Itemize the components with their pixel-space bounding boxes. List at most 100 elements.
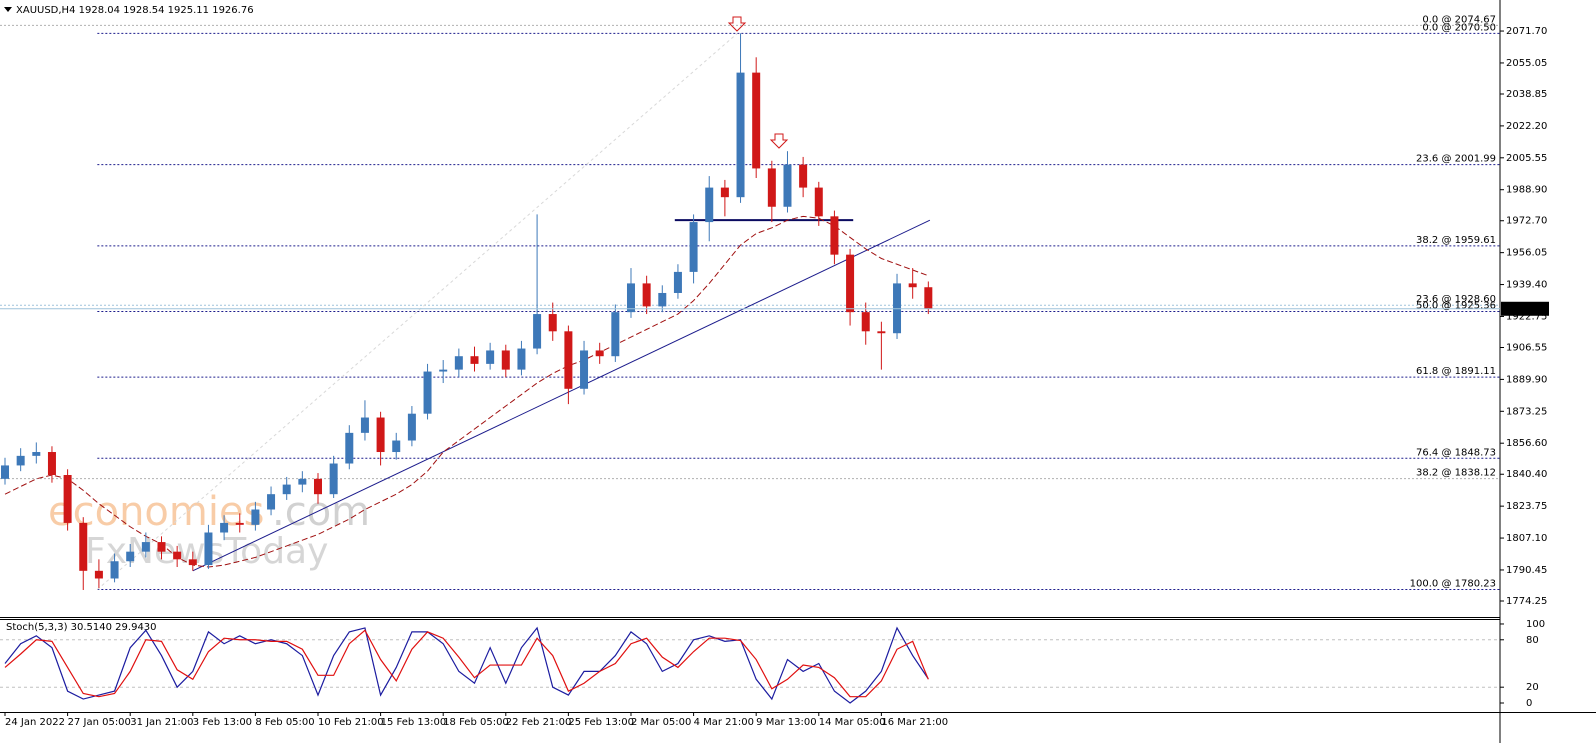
fib-label: 76.4 @ 1848.73 [1416,447,1496,458]
y-tick-label: 1774.25 [1506,596,1547,607]
x-tick-label: 3 Feb 13:00 [193,717,252,728]
candle-body [392,440,401,453]
candle-body [908,283,917,288]
current-price-label: 1926.76 [1506,304,1547,315]
chart-title: XAUUSD,H4 1928.04 1928.54 1925.11 1926.7… [16,5,254,16]
fib-label: 23.6 @ 2001.99 [1416,154,1496,165]
y-tick-label: 1823.75 [1506,501,1547,512]
candle-body [298,478,307,485]
osc-y-tick-label: 0 [1526,698,1532,709]
candle-body [204,532,213,566]
candle-body [251,509,260,525]
candle-body [783,164,792,207]
candle-body [689,222,698,272]
candle-body [16,455,25,466]
watermark: economies .com FxNewsToday [48,489,370,572]
candle-body [47,452,56,476]
y-tick-label: 1889.90 [1506,374,1547,385]
candle-body [752,72,761,169]
candle-body [720,187,729,198]
y-tick-label: 1790.45 [1506,565,1547,576]
candle-body [94,570,103,579]
y-tick-label: 1856.60 [1506,438,1547,449]
y-tick-label: 1906.55 [1506,342,1547,353]
fib-label: 38.2 @ 1838.12 [1416,468,1496,479]
fib-label: 0.0 @ 2074.67 [1422,14,1496,25]
osc-line [4,626,929,704]
x-tick-label: 9 Mar 13:00 [756,717,816,728]
candle-body [658,292,667,307]
candle-body [533,314,542,349]
y-tick-label: 1939.40 [1506,280,1547,291]
candle-body [423,371,432,414]
candle-body [63,475,72,523]
x-tick-label: 24 Jan 2022 [5,717,65,728]
candle-body [188,559,197,566]
candle-body [564,331,573,389]
watermark-text: .com [272,489,370,535]
candle-body [439,369,448,372]
fib-label: 0.0 @ 2070.50 [1422,22,1496,33]
y-tick-label: 2022.20 [1506,121,1547,132]
candle-body [220,522,229,533]
x-tick-label: 8 Feb 05:00 [255,717,314,728]
y-tick-label: 2005.55 [1506,153,1547,164]
fib-label: 23.6 @ 1928.60 [1416,294,1496,305]
osc-y-tick-label: 20 [1526,682,1539,693]
candle-body [376,417,385,453]
candle-body [1,465,10,479]
candle-body [642,283,651,307]
candle-body [611,312,620,357]
osc-y-tick-label: 100 [1526,619,1545,630]
x-tick-label: 4 Mar 21:00 [694,717,754,728]
candle-body [454,356,463,370]
x-tick-label: 15 Feb 13:00 [381,717,447,728]
arrow-marker [727,16,747,32]
candle-body [517,348,526,370]
y-tick-label: 1972.70 [1506,216,1547,227]
candle-body [736,72,745,198]
candle-body [861,312,870,332]
y-tick-label: 1873.25 [1506,406,1547,417]
moving-average [4,215,929,568]
arrow-marker [769,133,789,149]
menu-icon [4,7,12,12]
candle-body [235,522,244,525]
candle-body [877,331,886,334]
fib-label: 50.0 @ 1925.36 [1416,300,1496,311]
candle-body [846,254,855,313]
candle-body [126,551,135,562]
y-tick-label: 1922.75 [1506,311,1547,322]
candle-body [110,561,119,579]
x-tick-label: 25 Feb 13:00 [568,717,634,728]
candle-body [548,314,557,332]
candle-body [79,522,88,571]
y-tick-label: 2071.70 [1506,26,1547,37]
osc-line [4,629,929,698]
fib-label: 100.0 @ 1780.23 [1410,579,1496,590]
candle-body [282,484,291,495]
y-tick-label: 1840.40 [1506,469,1547,480]
candle-body [470,356,479,364]
candle-body [501,350,510,370]
x-tick-label: 27 Jan 05:00 [68,717,131,728]
candle-body [626,283,635,313]
x-tick-label: 22 Feb 21:00 [506,717,572,728]
y-tick-label: 2055.05 [1506,58,1547,69]
trendline [192,219,931,572]
x-tick-label: 16 Mar 21:00 [881,717,948,728]
candle-body [313,478,322,495]
x-tick-label: 2 Mar 05:00 [631,717,691,728]
candle-body [173,551,182,560]
candle-body [705,187,714,223]
current-price-box [1501,301,1549,316]
candle-body [407,413,416,441]
y-tick-label: 2038.85 [1506,89,1547,100]
y-tick-label: 1988.90 [1506,185,1547,196]
oscillator-title: Stoch(5,3,3) 30.5140 29.9430 [6,622,157,633]
candle-body [673,271,682,293]
candle-body [799,164,808,188]
candle-body [830,216,839,255]
candle-body [924,287,933,309]
